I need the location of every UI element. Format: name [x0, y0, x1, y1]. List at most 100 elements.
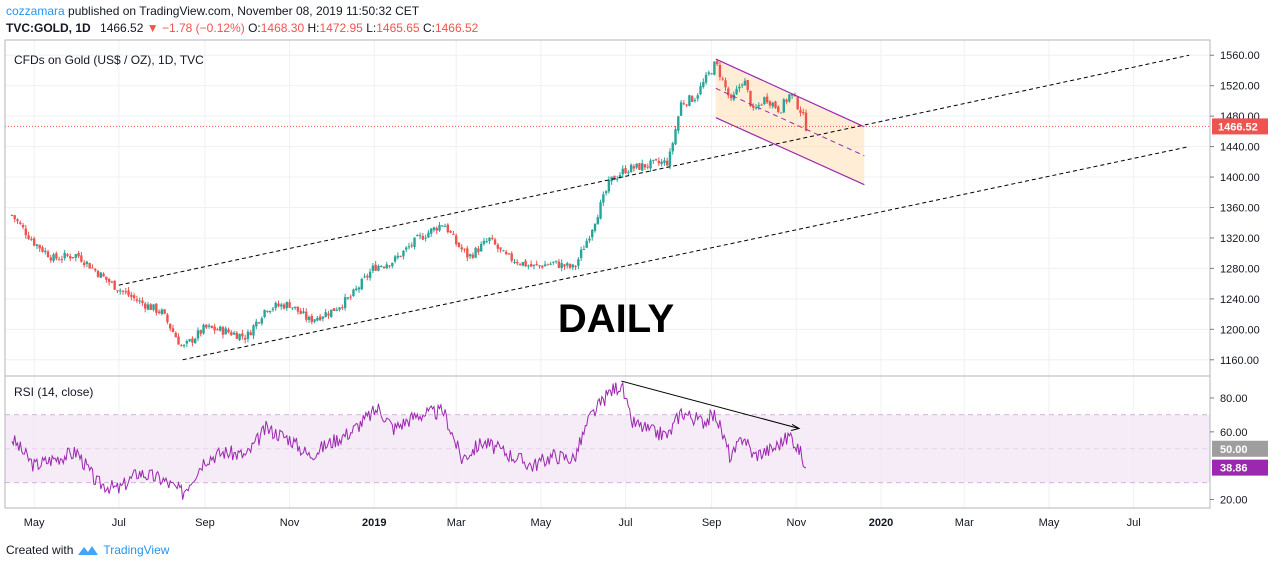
candle-body — [421, 235, 425, 240]
candle-body — [327, 313, 330, 316]
candle-body — [282, 304, 286, 309]
candle-body — [779, 112, 783, 114]
candle-body — [646, 166, 649, 168]
candle-body — [80, 255, 83, 262]
candle-body — [452, 233, 455, 235]
candle-body — [166, 314, 169, 323]
candle-body — [738, 86, 741, 89]
candle-body — [538, 265, 541, 267]
candle-body — [113, 280, 116, 290]
divergence-arrowhead — [790, 424, 801, 431]
candle-body — [532, 264, 536, 267]
y-tick-label: 1520.00 — [1220, 81, 1260, 93]
candle-body — [32, 238, 36, 246]
candle-body — [71, 257, 75, 259]
candle-body — [19, 222, 22, 224]
candle-body — [263, 309, 266, 317]
candle-body — [241, 333, 244, 337]
candle-body — [663, 160, 666, 163]
candle-body — [257, 322, 261, 324]
channel-line — [715, 58, 865, 128]
candle-body — [499, 247, 502, 250]
candle-body — [169, 323, 172, 329]
symbol-label: TVC:GOLD, 1D — [6, 21, 91, 35]
candle-body — [305, 311, 308, 320]
y-tick-label: 1440.00 — [1220, 142, 1260, 154]
x-tick-label: Jul — [112, 517, 126, 529]
candle-body — [130, 294, 133, 297]
candle-body — [699, 86, 702, 95]
candle-body — [802, 112, 805, 114]
candle-body — [707, 72, 711, 74]
rsi-y-tick-label: 20.00 — [1220, 495, 1248, 507]
candle-body — [299, 310, 302, 314]
candle-body — [688, 95, 691, 106]
candle-body — [218, 326, 222, 331]
rsi-level-tag — [1212, 440, 1268, 457]
candle-body — [427, 232, 430, 238]
candle-body — [221, 327, 225, 335]
candle-body — [163, 309, 166, 314]
candle-body — [41, 247, 44, 252]
candle-body — [641, 163, 644, 171]
candle-body — [288, 302, 291, 308]
candle-body — [82, 262, 86, 266]
candle-body — [38, 244, 41, 249]
candle-body — [230, 332, 233, 336]
candle-body — [763, 96, 766, 105]
candle-body — [513, 261, 516, 263]
daily-annotation: DAILY — [558, 297, 675, 341]
candle-body — [629, 164, 633, 173]
candle-body — [224, 328, 227, 335]
tradingview-link[interactable]: TradingView — [103, 543, 170, 557]
candle-body — [302, 311, 305, 314]
candle-body — [546, 264, 550, 266]
candle-body — [271, 308, 275, 310]
candle-body — [268, 310, 272, 313]
footer: Created with TradingView — [6, 543, 169, 557]
candle-body — [460, 247, 463, 250]
candle-body — [724, 80, 727, 88]
candle-body — [346, 297, 350, 299]
candle-body — [682, 103, 686, 105]
chart-frame — [4, 39, 1211, 509]
candle-body — [252, 325, 255, 336]
candle-body — [446, 224, 450, 233]
candle-body — [52, 254, 55, 261]
candle-body — [593, 223, 597, 231]
candle-body — [191, 338, 194, 343]
candle-body — [507, 253, 511, 255]
author-link[interactable]: cozzamara — [6, 4, 65, 18]
candle-body — [107, 279, 111, 283]
y-tick-label: 1360.00 — [1220, 203, 1260, 215]
candle-body — [46, 251, 50, 258]
candle-body — [757, 105, 761, 107]
candle-body — [199, 330, 202, 334]
candle-body — [632, 166, 636, 169]
candle-body — [754, 107, 758, 109]
candle-body — [796, 97, 799, 110]
candle-body — [232, 332, 236, 335]
candle-body — [321, 316, 325, 319]
candle-body — [618, 174, 622, 178]
candle-body — [454, 235, 458, 245]
candle-body — [174, 332, 177, 338]
candle-body — [324, 312, 327, 318]
x-tick-label: 2019 — [362, 517, 386, 529]
candle-body — [335, 309, 338, 311]
candle-body — [255, 321, 258, 327]
candle-body — [527, 265, 530, 267]
candle-body — [138, 300, 141, 302]
candle-body — [740, 84, 744, 86]
chart-canvas[interactable]: May Jul Sep Nov 2019 Mar May Jul Sep Nov 2020 Mar Ma… — [0, 38, 1274, 538]
candle-body — [55, 253, 58, 259]
candle-body — [205, 324, 208, 328]
candle-body — [374, 264, 377, 271]
candle-body — [393, 256, 397, 262]
candle-body — [77, 253, 80, 257]
candle-body — [604, 191, 608, 194]
candle-body — [518, 264, 522, 266]
candle-body — [355, 288, 358, 291]
candle-body — [343, 297, 347, 309]
close-value: 1466.52 — [434, 21, 479, 35]
